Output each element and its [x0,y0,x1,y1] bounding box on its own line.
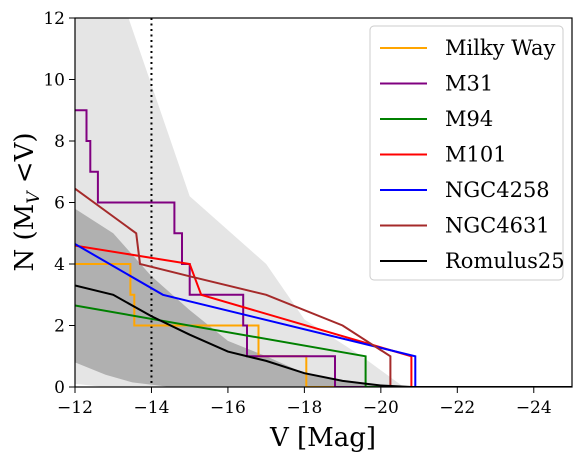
legend-label-ngc4258: NGC4258 [445,178,550,202]
x-tick-label: −12 [57,398,93,418]
series-line-m94 [75,304,572,387]
legend-label-milky-way: Milky Way [445,36,555,60]
legend-label-m101: M101 [445,143,507,167]
scatter-band-layer [75,18,404,387]
legend-label-m94: M94 [445,107,493,131]
y-tick-label: 2 [54,317,65,337]
legend-label-romulus25: Romulus25 [445,249,565,273]
legend-label-ngc4631: NGC4631 [445,214,550,238]
y-axis-title: N (MV <V) [10,132,44,271]
y-tick-label: 0 [54,378,65,398]
series-line-m31 [75,109,572,387]
x-axis-title: V [Mag] [269,423,376,453]
y-tick-label: 12 [43,9,65,29]
y-tick-label: 4 [54,255,65,275]
series-line-romulus25 [75,284,572,387]
x-tick-label: −18 [286,398,322,418]
series-line-ngc4258 [75,243,572,387]
x-tick-label: −24 [516,398,552,418]
series-layer [75,109,572,387]
y-tick-label: 10 [43,71,65,91]
legend-label-m31: M31 [445,72,493,96]
legend-box [369,25,564,281]
series-line-ngc4631 [75,187,572,387]
x-tick-label: −22 [439,398,475,418]
y-tick-label: 6 [54,194,65,214]
series-line-milky-way [75,263,572,387]
series-line-m101 [75,244,572,387]
y-tick-label: 8 [54,132,65,152]
x-tick-label: −20 [363,398,399,418]
x-tick-label: −14 [134,398,170,418]
legend: Milky Way M31 M94 M101 NGC4258 NGC4631 Romulus… [369,25,565,281]
scatter-band-2 [75,208,404,387]
x-tick-label: −16 [210,398,246,418]
axis-ticks: −12 −14 −16 −18 −20 −22 −24 0 2 4 6 8 10 12 [43,9,551,418]
legend-items: Milky Way M31 M94 M101 NGC4258 NGC4631 Romulus… [380,36,565,273]
